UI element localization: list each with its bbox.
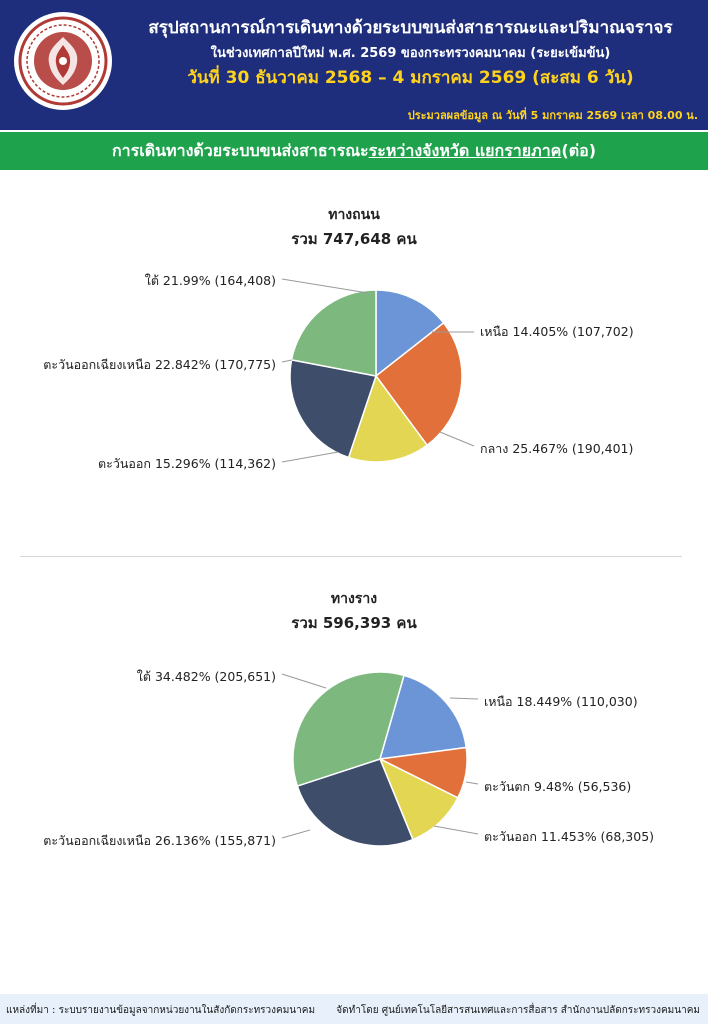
footer: แหล่งที่มา : ระบบรายงานข้อมูลจากหน่วยงาน… xyxy=(0,994,708,1024)
slice-label: เหนือ 14.405% (107,702) xyxy=(480,324,634,339)
road-chart-title: ทางถนน xyxy=(328,207,380,223)
ministry-emblem-icon xyxy=(14,12,112,110)
pie-slice xyxy=(347,374,429,463)
slice-label: ตะวันออกเฉียงเหนือ 26.136% (155,871) xyxy=(43,833,276,848)
road-chart-total: รวม 747,648 คน xyxy=(291,230,417,248)
rail-chart-total: รวม 596,393 คน xyxy=(291,614,417,632)
leader-line xyxy=(281,673,327,689)
leader-line xyxy=(449,697,479,700)
leader-line xyxy=(281,829,311,839)
slice-label: ใต้ 34.482% (205,651) xyxy=(137,669,276,684)
pie-slice xyxy=(378,674,468,760)
slice-label: เหนือ 18.449% (110,030) xyxy=(484,694,638,709)
section-title-prefix: การเดินทางด้วยระบบขนส่งสาธารณะ xyxy=(111,140,369,160)
pie-slice xyxy=(296,758,414,847)
pie-slice xyxy=(290,289,377,377)
pie-slice xyxy=(292,671,405,788)
leader-line xyxy=(281,451,339,463)
pie-slice xyxy=(375,289,445,378)
page-title: สรุปสถานการณ์การเดินทางด้วยระบบขนส่งสาธา… xyxy=(148,18,673,38)
footer-prepared-by: จัดทำโดย ศูนย์เทคโนโลยีสารสนเทศและการสื่… xyxy=(336,1005,700,1016)
section-title-underlined: ระหว่างจังหวัด แยกรายภาค xyxy=(368,140,562,160)
rail-chart-title: ทางราง xyxy=(330,591,378,607)
header-banner: สรุปสถานการณ์การเดินทางด้วยระบบขนส่งสาธา… xyxy=(0,0,708,130)
rail-pie-chart: เหนือ 18.449% (110,030) ตะวันตก 9.48% (56… xyxy=(43,669,654,848)
pie-slice xyxy=(289,358,377,459)
chart-divider xyxy=(20,556,682,557)
leader-line xyxy=(281,278,369,294)
section-title: การเดินทางด้วยระบบขนส่งสาธารณะ ระหว่างจั… xyxy=(0,132,708,170)
slice-label: กลาง 25.467% (190,401) xyxy=(480,441,633,456)
leader-line xyxy=(433,825,479,835)
section-title-suffix: (ต่อ) xyxy=(561,140,597,160)
pie-slice xyxy=(378,757,459,841)
date-range: วันที่ 30 ธันวาคม 2568 – 4 มกราคม 2569 (… xyxy=(187,68,634,88)
slice-label: ใต้ 21.99% (164,408) xyxy=(145,273,276,288)
page-subtitle: ในช่วงเทศกาลปีใหม่ พ.ศ. 2569 ของกระทรวงค… xyxy=(210,46,611,61)
slice-label: ตะวันออก 15.296% (114,362) xyxy=(98,456,276,471)
leader-line xyxy=(281,359,293,363)
slice-label: ตะวันออก 11.453% (68,305) xyxy=(484,829,654,844)
leader-line xyxy=(465,781,479,785)
data-as-of: ประมวลผลข้อมูล ณ วันที่ 5 มกราคม 2569 เว… xyxy=(407,109,698,122)
footer-source: แหล่งที่มา : ระบบรายงานข้อมูลจากหน่วยงาน… xyxy=(6,1005,316,1016)
pie-slice xyxy=(374,321,463,447)
road-pie-chart: เหนือ 14.405% (107,702) กลาง 25.467% (190… xyxy=(43,273,634,471)
slice-label: ตะวันตก 9.48% (56,536) xyxy=(484,779,631,794)
leader-line xyxy=(439,431,475,447)
slice-label: ตะวันออกเฉียงเหนือ 22.842% (170,775) xyxy=(43,357,276,372)
